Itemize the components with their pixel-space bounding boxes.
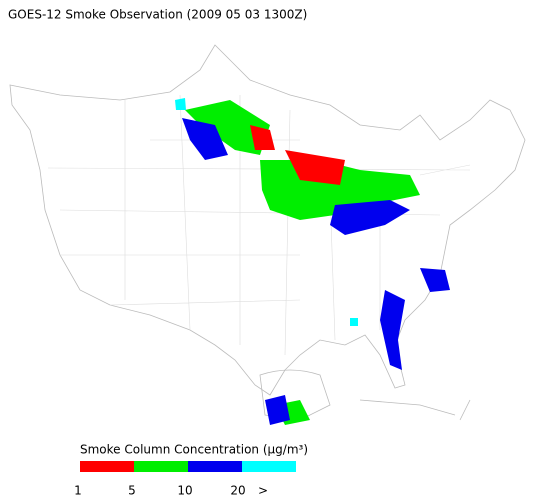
colorbar-segment: [242, 461, 296, 472]
smoke-area: [250, 125, 275, 150]
colorbar-label: 10: [177, 484, 192, 498]
basemap: [9, 44, 526, 421]
smoke-areas: [175, 98, 450, 425]
colorbar-label: 1: [74, 484, 82, 498]
smoke-area: [175, 98, 186, 110]
colorbar-labels: 1 5 10 20 >: [74, 484, 268, 498]
colorbar-segment: [134, 461, 188, 472]
colorbar-segment: [188, 461, 242, 472]
smoke-area: [285, 150, 345, 185]
smoke-area: [185, 100, 270, 155]
smoke-area: [350, 318, 358, 326]
smoke-area: [330, 200, 410, 235]
colorbar-segment: [80, 461, 134, 472]
smoke-area: [420, 268, 450, 292]
map-title: GOES-12 Smoke Observation (2009 05 03 13…: [8, 8, 307, 22]
legend-title: Smoke Column Concentration (μg/m³): [80, 443, 308, 457]
colorbar: [80, 461, 296, 472]
smoke-area: [380, 290, 405, 370]
smoke-area: [182, 118, 228, 160]
smoke-area: [265, 395, 290, 425]
colorbar-label: >: [258, 484, 268, 498]
colorbar-label: 5: [128, 484, 136, 498]
colorbar-label: 20: [230, 484, 245, 498]
